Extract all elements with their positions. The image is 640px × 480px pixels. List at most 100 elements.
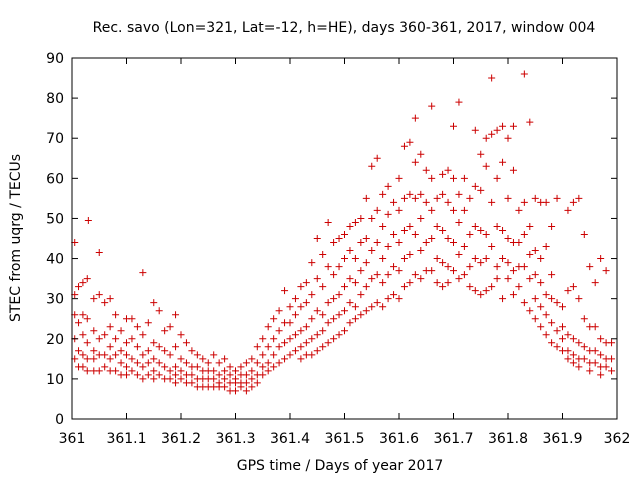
data-point xyxy=(553,343,561,351)
data-point xyxy=(368,162,376,170)
data-point xyxy=(493,275,501,283)
data-point xyxy=(237,383,245,391)
data-point xyxy=(390,230,398,238)
data-point xyxy=(270,351,278,359)
data-point xyxy=(210,351,218,359)
data-point xyxy=(75,347,83,355)
data-point xyxy=(302,323,310,331)
data-point xyxy=(471,255,479,263)
data-point xyxy=(526,251,534,259)
x-tick-label: 361.8 xyxy=(488,431,528,447)
data-point xyxy=(291,347,299,355)
data-point xyxy=(215,371,223,379)
data-point xyxy=(591,359,599,367)
data-point xyxy=(548,222,556,230)
data-point xyxy=(444,166,452,174)
data-point xyxy=(504,194,512,202)
data-point xyxy=(79,279,87,287)
data-point xyxy=(341,327,348,335)
data-point xyxy=(221,383,229,391)
data-point xyxy=(286,319,294,327)
data-point xyxy=(564,347,572,355)
data-point xyxy=(384,182,392,190)
data-point xyxy=(373,299,381,307)
data-point xyxy=(460,206,468,214)
data-point xyxy=(493,222,501,230)
data-point xyxy=(341,230,348,238)
data-point xyxy=(602,267,610,275)
data-point xyxy=(444,279,452,287)
data-point xyxy=(439,190,447,198)
y-tick-label: 80 xyxy=(46,91,64,107)
data-point xyxy=(79,331,87,339)
data-point xyxy=(569,335,577,343)
data-point xyxy=(504,259,512,267)
data-point xyxy=(270,315,278,323)
data-point xyxy=(215,359,223,367)
data-point xyxy=(226,371,234,379)
data-point xyxy=(357,267,365,275)
data-point xyxy=(281,339,289,347)
data-point xyxy=(297,303,305,311)
data-point xyxy=(112,367,120,375)
data-point xyxy=(471,182,479,190)
data-point xyxy=(204,359,212,367)
data-point xyxy=(455,275,463,283)
data-point xyxy=(193,351,201,359)
data-point xyxy=(357,291,365,299)
data-point xyxy=(319,251,327,259)
data-point xyxy=(313,235,321,242)
data-point xyxy=(428,235,436,242)
data-point xyxy=(133,343,141,351)
data-point xyxy=(477,259,485,267)
data-point xyxy=(504,134,512,142)
data-point xyxy=(83,315,91,323)
data-point xyxy=(90,347,98,355)
data-point xyxy=(509,122,517,130)
data-point xyxy=(139,363,147,371)
data-point xyxy=(351,315,359,323)
data-point xyxy=(150,339,158,347)
data-point xyxy=(422,198,430,206)
data-point xyxy=(150,355,158,363)
data-point xyxy=(575,295,583,303)
data-point xyxy=(526,275,534,283)
data-point xyxy=(488,74,496,82)
data-point xyxy=(166,367,174,375)
y-tick-label: 90 xyxy=(46,51,64,67)
data-point xyxy=(428,206,436,214)
data-point xyxy=(123,371,130,379)
data-point xyxy=(531,295,539,303)
data-point xyxy=(346,247,354,255)
data-point xyxy=(439,226,447,234)
data-point xyxy=(286,335,294,343)
data-point xyxy=(477,186,485,194)
data-point xyxy=(499,255,507,263)
data-point xyxy=(357,214,365,222)
data-point xyxy=(466,263,474,271)
data-point xyxy=(95,291,103,299)
data-point xyxy=(188,347,196,355)
x-tick-label: 361.4 xyxy=(270,431,310,447)
data-point xyxy=(433,255,441,263)
data-point xyxy=(471,222,479,230)
data-point xyxy=(411,271,419,279)
data-point xyxy=(471,287,479,295)
data-point xyxy=(526,307,534,315)
data-point xyxy=(531,194,539,202)
data-point xyxy=(150,299,158,307)
y-tick-label: 60 xyxy=(46,171,64,187)
data-point xyxy=(531,315,539,323)
data-point xyxy=(466,283,474,291)
data-point xyxy=(232,367,239,375)
data-point xyxy=(291,295,299,303)
data-point xyxy=(248,355,256,363)
data-point xyxy=(291,331,299,339)
data-point xyxy=(128,355,136,363)
data-point xyxy=(362,283,370,291)
data-point xyxy=(384,210,392,218)
data-point xyxy=(444,235,452,242)
data-point xyxy=(542,198,550,206)
data-point xyxy=(488,243,496,251)
data-point xyxy=(466,194,474,202)
